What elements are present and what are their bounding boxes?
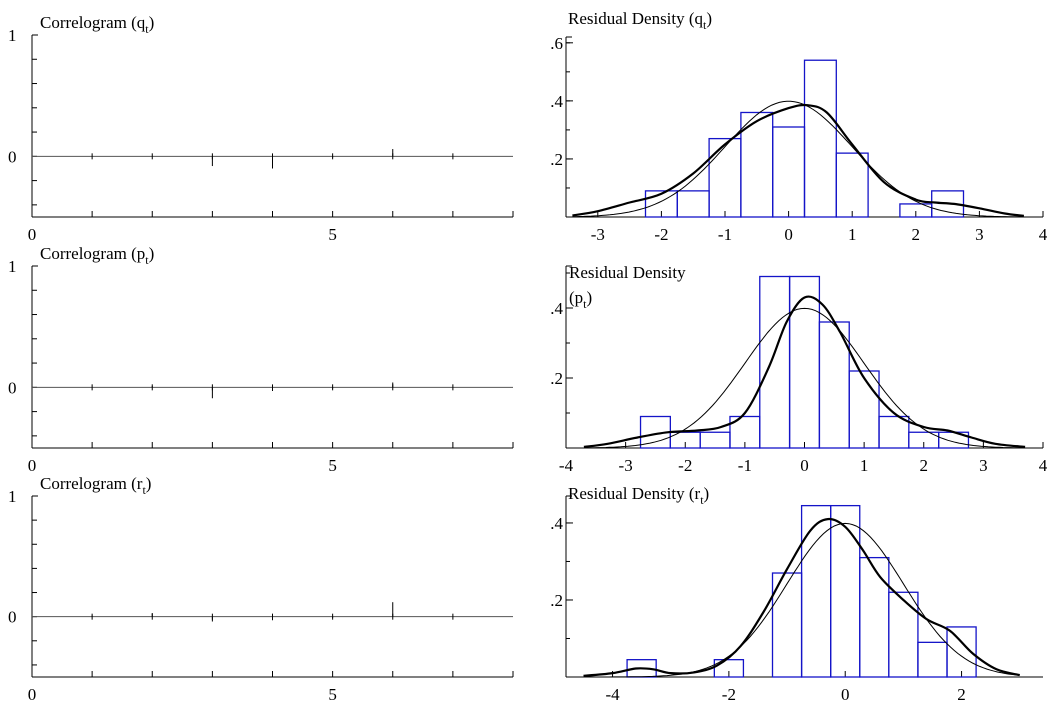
x-tick-label: -2 xyxy=(722,685,736,704)
histogram-bar xyxy=(788,275,821,449)
x-tick-label: 2 xyxy=(920,456,929,475)
normal-density-curve xyxy=(572,100,1024,218)
x-tick-label: -2 xyxy=(654,225,668,244)
panel-title-close: ) xyxy=(149,244,155,263)
panel-title-main: Residual Density (q xyxy=(568,9,704,28)
panel-title-subscript: t xyxy=(700,493,704,507)
x-tick-label: -4 xyxy=(559,456,574,475)
y-tick-label: .2 xyxy=(550,591,563,610)
panel-title-close: ) xyxy=(704,484,710,503)
panel-title-subscript: t xyxy=(145,22,149,36)
x-tick-label: -4 xyxy=(605,685,620,704)
panel-title-main: Correlogram (q xyxy=(40,13,146,32)
panel-title-main: Residual Density (r xyxy=(568,484,701,503)
y-tick-label: 1 xyxy=(8,257,17,276)
panel-title-close: ) xyxy=(146,474,152,493)
y-tick-label: 0 xyxy=(8,608,17,627)
panel-title-main: Correlogram (p xyxy=(40,244,145,263)
x-tick-label: 0 xyxy=(28,685,37,704)
histogram-bar xyxy=(859,556,890,678)
histogram-bar xyxy=(708,137,742,218)
histogram-bar xyxy=(931,190,965,218)
x-tick-label: 1 xyxy=(860,456,869,475)
x-tick-label: 3 xyxy=(975,225,984,244)
x-tick-label: 2 xyxy=(912,225,921,244)
correlogram-panel: 0 1 0 5 Correlogram (pt) xyxy=(8,244,514,475)
histogram-bar xyxy=(835,152,869,218)
panel-title-line2-main: (p xyxy=(569,288,583,307)
normal-density-curve xyxy=(583,522,1020,678)
kernel-density-curve xyxy=(583,295,1026,448)
histogram-bar xyxy=(772,126,806,218)
x-tick-label: 4 xyxy=(1039,225,1048,244)
normal-density-curve xyxy=(583,307,1026,449)
histogram-bar xyxy=(830,504,861,678)
x-tick-label: 5 xyxy=(328,685,337,704)
x-tick-label: 4 xyxy=(1039,456,1048,475)
panel-title-subscript: t xyxy=(142,483,146,497)
panel-title: Residual Density (rt) xyxy=(568,484,709,507)
histogram-bar xyxy=(878,415,910,449)
histogram-bar xyxy=(848,370,880,449)
x-tick-label: 2 xyxy=(957,685,966,704)
x-tick-label: 5 xyxy=(328,456,337,475)
panel-title-close: ) xyxy=(706,9,712,28)
y-tick-label: 1 xyxy=(8,26,17,45)
panel-title: Correlogram (rt) xyxy=(40,474,151,497)
x-tick-label: 0 xyxy=(784,225,793,244)
x-tick-label: -3 xyxy=(591,225,605,244)
residual-density-panel: -3 -2 -1 0 1 2 3 4 .2 .4 .6 Residual Density (qt) xyxy=(550,9,1048,244)
histogram-bar xyxy=(917,641,948,678)
histogram-bar xyxy=(888,591,919,678)
x-tick-label: -2 xyxy=(678,456,692,475)
panel-title-close: ) xyxy=(149,13,155,32)
correlogram-panel: 0 1 0 5 Correlogram (qt) xyxy=(8,13,514,244)
histogram-bar xyxy=(803,59,837,218)
x-tick-label: 0 xyxy=(841,685,850,704)
x-tick-label: 5 xyxy=(328,225,337,244)
panel-title-subscript: t xyxy=(703,18,707,32)
histogram-bar xyxy=(946,626,977,678)
panel-title-subscript: t xyxy=(145,253,149,267)
panel-title-line2: (pt) xyxy=(569,288,592,311)
x-tick-label: 1 xyxy=(848,225,857,244)
panel-title-subscript: t xyxy=(583,297,587,311)
residual-density-panel: -4 -3 -2 -1 0 1 2 3 4 .2 .4 Residual Density (pt) xyxy=(550,263,1048,475)
kernel-density-curve xyxy=(583,517,1020,677)
histogram-bar xyxy=(676,190,710,218)
histogram-bar xyxy=(713,659,745,678)
kernel-density-curve xyxy=(572,103,1025,217)
histogram-bar xyxy=(759,275,791,449)
y-tick-label: .6 xyxy=(550,34,563,53)
y-tick-label: .4 xyxy=(550,299,563,318)
panel-title-close: ) xyxy=(587,288,593,307)
panel-title-main: Correlogram (r xyxy=(40,474,143,493)
x-tick-label: 3 xyxy=(979,456,988,475)
x-tick-label: -3 xyxy=(619,456,633,475)
y-tick-label: .2 xyxy=(550,369,563,388)
y-tick-label: .4 xyxy=(550,514,563,533)
x-tick-label: 0 xyxy=(28,456,37,475)
correlogram-panel: 0 1 0 5 Correlogram (rt) xyxy=(8,474,514,704)
x-tick-label: 0 xyxy=(28,225,37,244)
x-tick-label: 0 xyxy=(800,456,809,475)
residual-density-panel: -4 -2 0 2 .2 .4 Residual Density (rt) xyxy=(550,484,1043,704)
x-tick-label: -1 xyxy=(718,225,732,244)
y-tick-label: 0 xyxy=(8,378,17,397)
y-tick-label: .4 xyxy=(550,92,563,111)
panel-title: Residual Density (qt) xyxy=(568,9,712,32)
panel-title: Correlogram (pt) xyxy=(40,244,154,267)
y-tick-label: 1 xyxy=(8,487,17,506)
y-tick-label: 0 xyxy=(8,147,17,166)
x-tick-label: -1 xyxy=(738,456,752,475)
y-tick-label: .2 xyxy=(550,150,563,169)
panel-title: Correlogram (qt) xyxy=(40,13,154,36)
histogram-bar xyxy=(699,431,731,449)
panel-title: Residual Density xyxy=(569,263,686,282)
